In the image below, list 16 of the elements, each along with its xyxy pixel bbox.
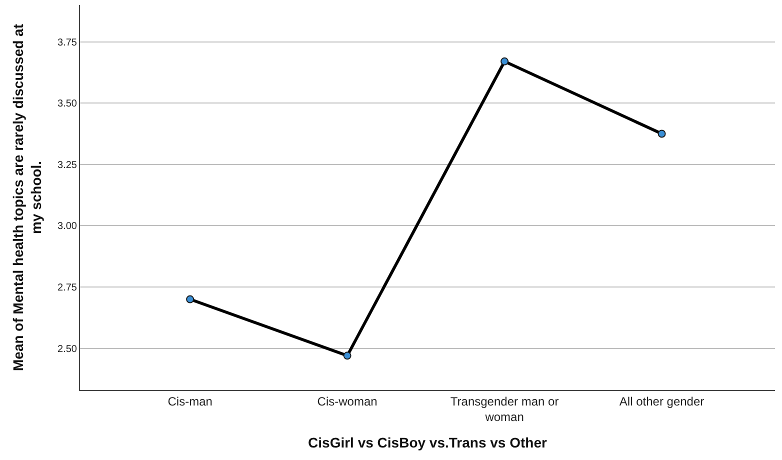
x-tick-label: Cis-woman [317,394,378,408]
y-tick-label: 2.75 [58,282,78,294]
point [500,57,509,66]
x-tick-label: Transgender man or woman [450,394,559,424]
y-axis-title: Mean of Mental health topics are rarely discussed at my school. [10,24,44,371]
y-tick-label: 3.75 [58,37,78,48]
y-tick-label: 3.00 [58,221,78,232]
point [343,352,352,360]
y-tick-label: 2.50 [58,344,78,355]
y-tick-label: 3.25 [58,160,78,171]
point [658,130,666,138]
x-tick-label: All other gender [619,394,704,408]
point [186,295,194,304]
y-tick-label: 3.50 [58,98,78,110]
x-tick-label: Cis-man [168,394,212,408]
x-axis-title: CisGirl vs CisBoy vs.Trans vs Other [308,434,548,450]
